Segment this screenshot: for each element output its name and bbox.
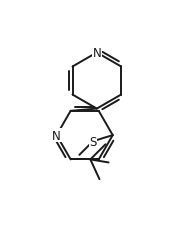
Text: N: N [92, 47, 101, 60]
Text: S: S [89, 135, 97, 148]
Text: N: N [52, 129, 61, 142]
